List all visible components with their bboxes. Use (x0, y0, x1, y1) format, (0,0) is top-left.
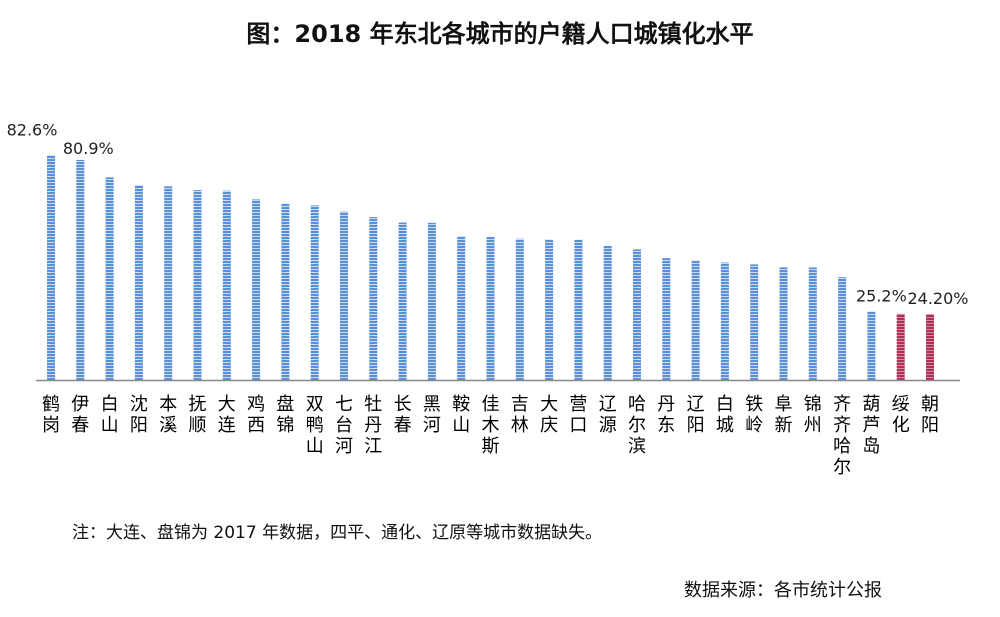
category-label-营口: 营口 (569, 394, 587, 436)
bar-沈阳 (134, 185, 143, 380)
bar-伊春 (76, 160, 85, 380)
bar-牡丹江 (369, 217, 378, 380)
category-label-本溪: 本溪 (159, 394, 177, 436)
bar-白城 (720, 262, 729, 380)
bar-阜新 (779, 267, 788, 380)
data-label-朝阳: 24.20% (907, 289, 968, 308)
category-label-抚顺: 抚顺 (189, 394, 207, 436)
bar-长春 (398, 222, 407, 380)
bar-大庆 (545, 239, 554, 380)
category-label-七台河: 七台河 (335, 394, 353, 457)
bars-group (47, 155, 934, 380)
bar-七台河 (340, 211, 348, 380)
category-label-辽源: 辽源 (599, 394, 617, 436)
category-label-盘锦: 盘锦 (276, 394, 294, 436)
bar-抚顺 (193, 190, 202, 380)
bar-盘锦 (281, 203, 290, 380)
category-label-朝阳: 朝阳 (921, 394, 939, 436)
bar-鸡西 (252, 199, 261, 380)
category-label-黑河: 黑河 (423, 394, 441, 436)
bar-营口 (574, 239, 583, 380)
chart-title: 图：2018 年东北各城市的户籍人口城镇化水平 (246, 20, 754, 48)
category-label-佳木斯: 佳木斯 (482, 394, 500, 457)
category-labels-group: 鹤岗伊春白山沈阳本溪抚顺大连鸡西盘锦双鸭山七台河牡丹江长春黑河鞍山佳木斯吉林大庆… (42, 394, 939, 478)
category-label-鹤岗: 鹤岗 (42, 394, 60, 436)
bar-鹤岗 (47, 155, 55, 380)
bar-锦州 (808, 267, 817, 380)
bar-本溪 (164, 186, 173, 380)
category-label-牡丹江: 牡丹江 (364, 394, 382, 457)
data-labels-group: 82.6% 80.9% 25.2% 24.20% (7, 120, 969, 308)
bar-哈尔滨 (633, 249, 641, 380)
bar-辽源 (603, 245, 612, 380)
bar-吉林 (515, 238, 524, 380)
data-label-伊春: 80.9% (63, 139, 114, 158)
data-label-葫芦岛: 25.2% (856, 286, 907, 305)
data-label-鹤岗: 82.6% (7, 120, 58, 139)
category-label-长春: 长春 (394, 394, 412, 436)
bar-朝阳 (926, 314, 934, 380)
bar-铁岭 (750, 264, 759, 380)
bar-辽阳 (691, 260, 700, 380)
category-label-白山: 白山 (101, 394, 119, 436)
bar-双鸭山 (310, 205, 319, 380)
bar-佳木斯 (486, 236, 495, 380)
bar-鞍山 (457, 236, 466, 380)
category-label-伊春: 伊春 (71, 394, 89, 436)
category-label-葫芦岛: 葫芦岛 (862, 394, 880, 457)
category-label-辽阳: 辽阳 (687, 394, 705, 436)
category-label-鸡西: 鸡西 (247, 394, 265, 436)
category-label-阜新: 阜新 (775, 394, 793, 436)
category-label-铁岭: 铁岭 (745, 394, 763, 436)
category-label-锦州: 锦州 (804, 394, 822, 436)
category-label-绥化: 绥化 (892, 394, 910, 436)
bar-黑河 (427, 222, 436, 380)
category-label-鞍山: 鞍山 (452, 394, 470, 436)
chart-note: 注：大连、盘锦为 2017 年数据，四平、通化、辽原等城市数据缺失。 (72, 523, 603, 543)
data-source: 数据来源：各市统计公报 (684, 580, 882, 601)
category-label-大庆: 大庆 (540, 394, 558, 436)
category-label-大连: 大连 (218, 394, 236, 436)
category-label-吉林: 吉林 (511, 394, 529, 436)
bar-齐齐哈尔 (838, 277, 847, 380)
category-label-齐齐哈尔: 齐齐哈尔 (833, 394, 851, 478)
bar-白山 (105, 177, 114, 380)
bar-葫芦岛 (867, 311, 876, 380)
bar-大连 (222, 190, 231, 380)
category-label-哈尔滨: 哈尔滨 (628, 394, 646, 457)
category-label-沈阳: 沈阳 (130, 394, 148, 436)
bar-丹东 (662, 258, 671, 380)
category-label-丹东: 丹东 (657, 394, 675, 436)
category-label-白城: 白城 (716, 394, 734, 436)
category-label-双鸭山: 双鸭山 (306, 394, 324, 457)
bar-chart: 82.6% 80.9% 25.2% 24.20% 鹤岗伊春白山沈阳本溪抚顺大连鸡西盘锦… (7, 120, 969, 478)
bar-绥化 (896, 313, 905, 380)
